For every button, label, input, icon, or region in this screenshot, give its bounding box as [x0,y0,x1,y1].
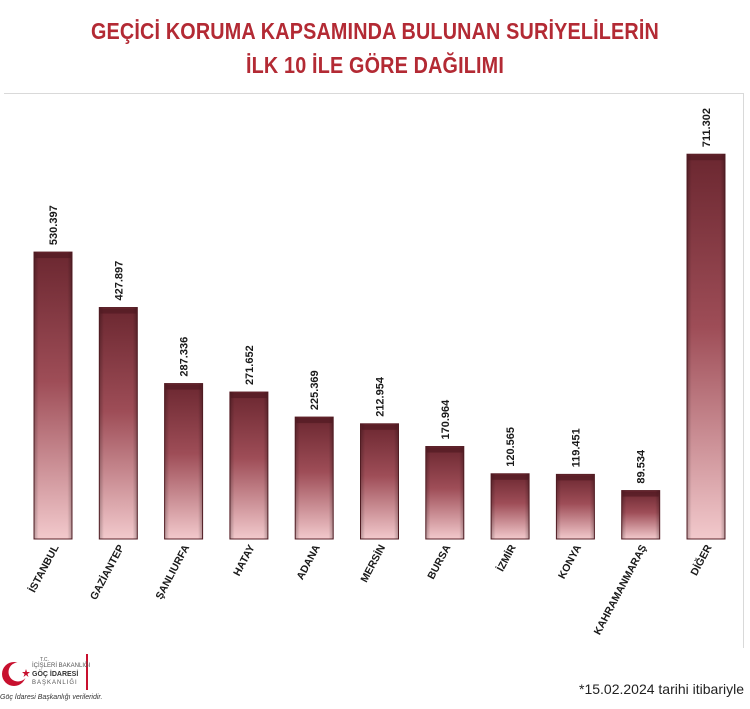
value-label-gaziantep: 427.897 [113,261,125,301]
value-label-konya: 119.451 [570,428,582,467]
bar-shade [556,474,595,539]
bar-top-bevel [230,393,267,399]
bar-mersin [360,423,399,540]
bar-chart: 530.397 427.897 287.336 271.652 225.369 212.9… [26,108,726,637]
value-label-mersin: 212.954 [375,376,387,417]
bar-diger [686,153,726,540]
footnote: *15.02.2024 tarihi itibariyle [579,681,744,697]
logo-divider [86,654,88,690]
goc-idaresi-logo: T.C. İÇİŞLERİ BAKANLIĞI GÖÇ İDARESİ BAŞK… [0,648,110,708]
logo-line-3: GÖÇ İDARESİ [32,671,79,678]
value-label-hatay: 271.652 [244,345,256,385]
bar-top-bevel [492,474,529,480]
value-label-izmir: 120.565 [505,427,517,467]
category-label-diger: DİĞER [688,542,715,578]
bar-sanliurfa [164,383,204,540]
bar-top-bevel [100,308,137,314]
bar-kahramanmaras [621,490,661,540]
bar-top-bevel [688,155,724,161]
bar-top-bevel [165,384,202,390]
bar-konya [555,473,595,540]
logo-line-4: BAŞKANLIĞI [32,680,78,686]
value-label-bursa: 170.964 [440,399,452,440]
bar-bursa [425,446,465,540]
bar-shade [425,446,464,539]
category-label-bursa: BURSA [425,542,453,581]
bar-top-bevel [557,475,594,481]
bar-shade [360,423,399,539]
value-label-sanliurfa: 287.336 [179,337,191,377]
value-label-diger: 711.302 [701,108,713,147]
category-label-gaziantep: GAZİANTEP [87,542,127,602]
logo-caption: Göç İdaresi Başkanlığı verileridir. [0,694,103,701]
crescent-star-icon [2,662,30,686]
chart-title-line-2: İLK 10 İLE GÖRE DAĞILIMI [246,52,504,78]
bar-shade [34,252,72,539]
chart-title: GEÇİCİ KORUMA KAPSAMINDA BULUNAN SURİYEL… [53,14,698,82]
logo-line-2: İÇİŞLERİ BAKANLIĞI [32,663,91,669]
bar-shade [491,473,530,539]
bar-hatay [229,391,269,540]
bar-shade [687,154,725,539]
value-label-istanbul: 530.397 [48,205,60,245]
chart-title-line-1: GEÇİCİ KORUMA KAPSAMINDA BULUNAN SURİYEL… [90,18,659,44]
plot-frame [4,93,744,648]
bar-shade [164,383,203,539]
bar-gaziantep [98,307,138,540]
bar-top-bevel [35,253,71,259]
category-label-izmir: İZMİR [494,542,519,574]
category-label-sanliurfa: ŞANLIURFA [153,542,192,601]
category-label-adana: ADANA [294,542,323,581]
bar-shade [229,392,268,539]
value-label-adana: 225.369 [309,370,321,410]
bar-top-bevel [622,491,659,497]
bar-top-bevel [361,424,398,430]
bar-shade [621,490,660,539]
bar-adana [294,416,334,540]
category-label-konya: KONYA [556,542,584,581]
bar-istanbul [33,251,73,540]
bar-izmir [490,473,530,540]
bar-top-bevel [426,447,463,453]
category-label-istanbul: İSTANBUL [26,542,62,595]
bar-shade [295,417,334,539]
bar-top-bevel [296,418,333,424]
category-label-mersin: MERSİN [357,542,388,584]
logo-line-1: T.C. [40,657,49,663]
category-label-hatay: HATAY [231,543,257,578]
bar-shade [99,307,138,539]
category-label-kahramanmaras: KAHRAMANMARAŞ [592,543,650,637]
value-label-kahramanmaras: 89.534 [636,449,648,484]
